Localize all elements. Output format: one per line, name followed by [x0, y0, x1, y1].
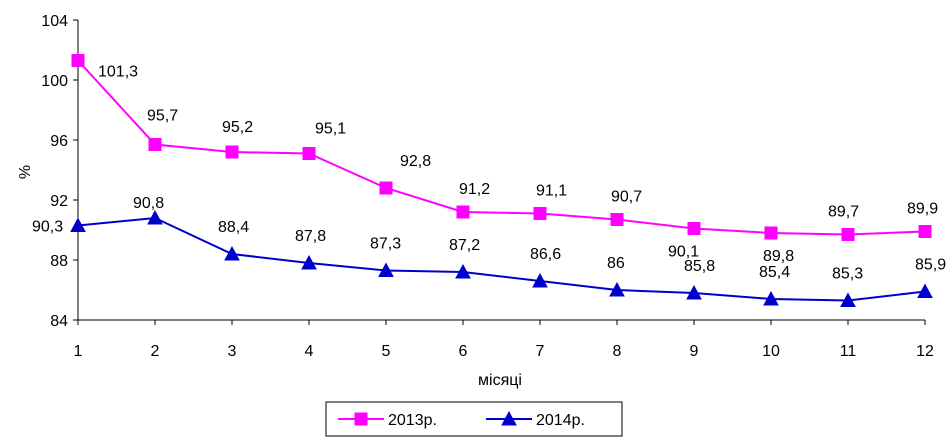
series-line — [77, 216, 926, 302]
data-label: 95,2 — [222, 119, 253, 136]
data-label: 90,7 — [611, 189, 642, 206]
data-point-marker — [379, 181, 393, 195]
data-point-marker — [147, 209, 163, 225]
data-point-marker — [763, 290, 779, 306]
data-point-marker — [841, 228, 855, 241]
data-point-marker — [70, 217, 86, 232]
data-point-marker — [532, 272, 548, 288]
y-tick-label: 88 — [50, 253, 68, 270]
y-tick-label: 100 — [41, 73, 68, 90]
x-tick-label: 6 — [459, 343, 468, 360]
data-point-marker — [533, 207, 547, 220]
data-point-marker — [840, 292, 856, 307]
legend-marker — [354, 412, 368, 426]
x-tick-label: 8 — [613, 343, 622, 360]
legend-label: 2013р. — [388, 412, 437, 429]
series-group: 101,3 95,7 95,2 95,1 92,8 91,2 91,1 90,7 90,1 89,… — [32, 54, 946, 307]
x-tick-label: 4 — [305, 343, 314, 360]
y-tick-label: 84 — [50, 313, 68, 330]
data-label: 92,8 — [400, 153, 431, 170]
data-label: 90,3 — [32, 219, 63, 236]
data-label: 86,6 — [530, 246, 561, 263]
data-label: 86 — [607, 255, 625, 272]
data-point-marker — [301, 254, 317, 270]
data-label: 85,9 — [915, 257, 946, 274]
data-label: 95,1 — [315, 121, 346, 138]
data-point-marker — [917, 283, 933, 298]
data-label: 91,1 — [536, 183, 567, 200]
data-point-marker — [378, 262, 394, 277]
data-point-marker — [609, 281, 625, 297]
data-point-marker — [686, 284, 702, 300]
legend-marker — [501, 410, 517, 426]
data-label: 101,3 — [98, 64, 138, 81]
data-point-marker — [302, 147, 316, 160]
data-point-marker — [148, 138, 162, 151]
data-label: 87,8 — [295, 228, 326, 245]
data-label: 89,8 — [763, 248, 794, 265]
x-tick-label: 10 — [762, 343, 780, 360]
data-label: 85,3 — [832, 266, 863, 283]
data-label: 89,9 — [907, 201, 938, 218]
y-tick-label: 92 — [50, 193, 68, 210]
x-axis-ticks: 1 2 3 4 5 6 7 8 9 10 11 12 — [74, 320, 934, 360]
axes — [77, 20, 925, 321]
data-point-marker — [456, 205, 470, 219]
data-label: 85,4 — [759, 264, 790, 281]
y-tick-label: 104 — [41, 13, 68, 30]
data-label: 90,8 — [133, 195, 164, 212]
data-point-marker — [918, 225, 932, 238]
x-tick-label: 9 — [690, 343, 699, 360]
x-tick-label: 7 — [536, 343, 545, 360]
data-label: 89,7 — [828, 204, 859, 221]
data-point-marker — [455, 263, 471, 279]
series-2014: 90,3 90,8 88,4 87,8 87,3 87,2 86,6 86 85,8 85,4 85… — [32, 195, 946, 307]
data-point-marker — [224, 245, 240, 261]
data-point-marker — [225, 145, 239, 159]
series-2013: 101,3 95,7 95,2 95,1 92,8 91,2 91,1 90,7 90,1 89,… — [71, 54, 938, 265]
y-tick-label: 96 — [50, 133, 68, 150]
x-tick-label: 5 — [382, 343, 391, 360]
x-tick-label: 2 — [151, 343, 160, 360]
data-label: 95,7 — [147, 108, 178, 125]
x-tick-label: 11 — [840, 343, 857, 360]
series-line — [77, 59, 926, 236]
data-point-marker — [687, 222, 701, 235]
data-label: 85,8 — [684, 258, 715, 275]
data-label: 87,2 — [449, 237, 480, 254]
data-point-marker — [71, 54, 85, 67]
data-point-marker — [610, 213, 624, 226]
legend: 2013р. 2014р. — [325, 401, 623, 437]
x-tick-label: 3 — [228, 343, 237, 360]
y-axis-title: % — [17, 165, 34, 179]
data-label: 88,4 — [218, 219, 249, 236]
x-axis-title: місяці — [478, 372, 522, 389]
data-label: 87,3 — [370, 236, 401, 253]
data-label: 90,1 — [668, 244, 699, 261]
data-point-marker — [764, 226, 778, 240]
x-tick-label: 12 — [916, 343, 934, 360]
data-label: 91,2 — [459, 181, 490, 198]
legend-label: 2014р. — [536, 412, 585, 429]
y-axis-ticks: 84 88 92 96 100 104 — [41, 13, 78, 330]
x-tick-label: 1 — [74, 343, 83, 360]
